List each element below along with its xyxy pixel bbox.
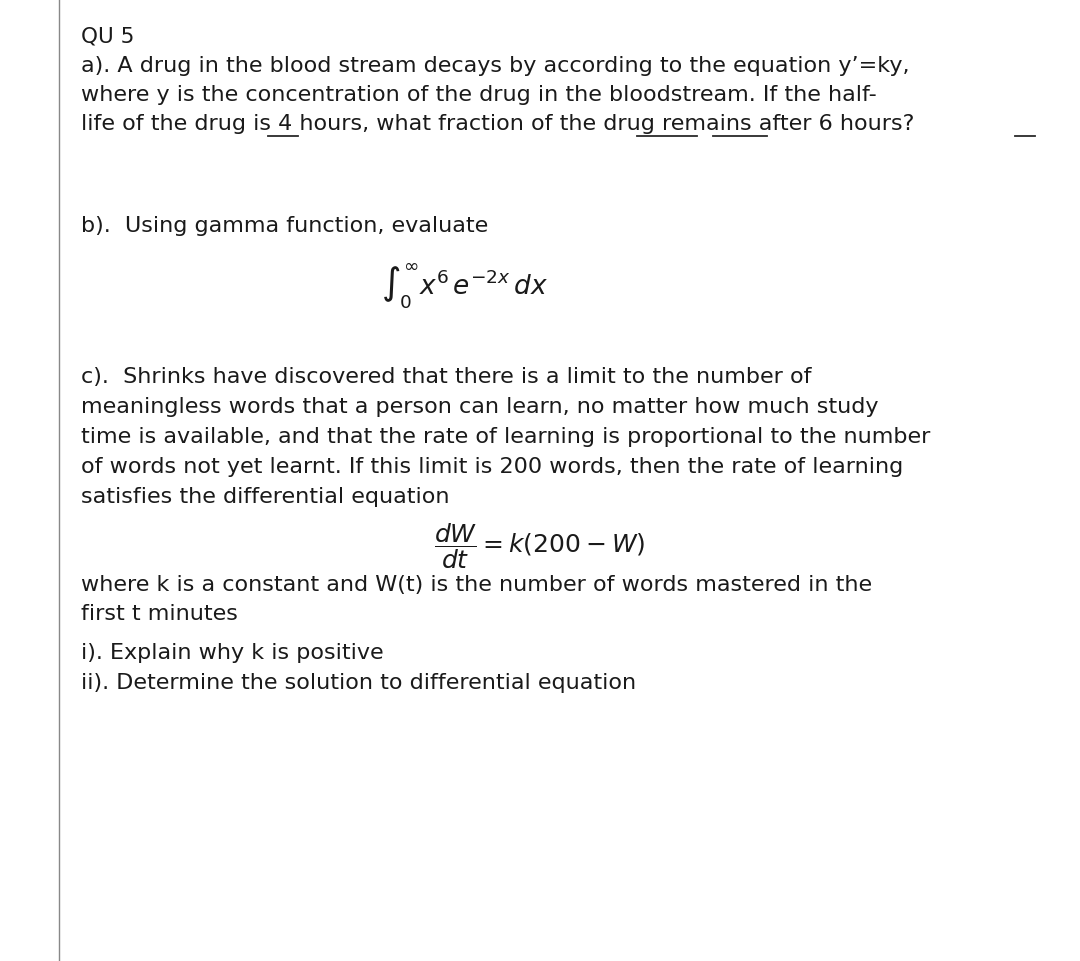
Text: a). A drug in the blood stream decays by according to the equation y’=ky,: a). A drug in the blood stream decays by…	[81, 56, 909, 76]
Text: c).  Shrinks have discovered that there is a limit to the number of: c). Shrinks have discovered that there i…	[81, 367, 811, 387]
Text: of words not yet learnt. If this limit is 200 words, then the rate of learning: of words not yet learnt. If this limit i…	[81, 456, 903, 477]
Text: satisfies the differential equation: satisfies the differential equation	[81, 486, 449, 506]
Text: ii). Determine the solution to differential equation: ii). Determine the solution to different…	[81, 673, 636, 693]
Text: $\dfrac{dW}{dt} = k(200 - W)$: $\dfrac{dW}{dt} = k(200 - W)$	[434, 521, 646, 571]
Text: i). Explain why k is positive: i). Explain why k is positive	[81, 642, 383, 662]
Text: where y is the concentration of the drug in the bloodstream. If the half-: where y is the concentration of the drug…	[81, 85, 877, 105]
Text: time is available, and that the rate of learning is proportional to the number: time is available, and that the rate of …	[81, 427, 930, 447]
Text: meaningless words that a person can learn, no matter how much study: meaningless words that a person can lear…	[81, 397, 878, 417]
Text: life of the drug is 4 hours, what fraction of the drug remains after 6 hours?: life of the drug is 4 hours, what fracti…	[81, 113, 915, 134]
Text: first t minutes: first t minutes	[81, 604, 238, 624]
Text: b).  Using gamma function, evaluate: b). Using gamma function, evaluate	[81, 216, 488, 236]
Text: $\int_0^{\infty} x^6 \, e^{-2x} \, dx$: $\int_0^{\infty} x^6 \, e^{-2x} \, dx$	[381, 261, 548, 310]
Text: where k is a constant and W(t) is the number of words mastered in the: where k is a constant and W(t) is the nu…	[81, 575, 873, 595]
Text: QU 5: QU 5	[81, 27, 134, 47]
